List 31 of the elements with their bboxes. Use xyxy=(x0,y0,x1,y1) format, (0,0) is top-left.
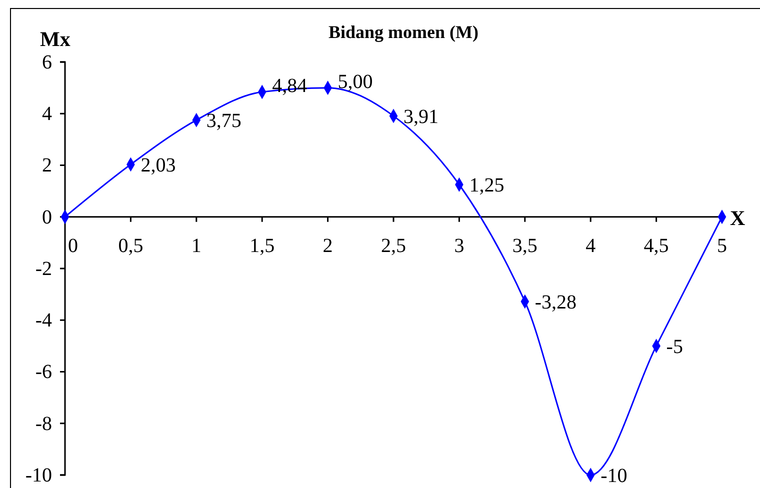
data-label: -10 xyxy=(600,465,628,487)
y-tick-label: 2 xyxy=(42,154,52,177)
y-tick-label: 4 xyxy=(42,103,52,126)
y-tick-label: 6 xyxy=(42,51,52,74)
x-tick-label: 5 xyxy=(717,235,727,258)
x-tick-label: 2 xyxy=(322,235,333,258)
x-tick-label: 4,5 xyxy=(644,235,669,258)
x-tick-label: 3 xyxy=(454,235,464,258)
x-tick-label: 1 xyxy=(191,235,202,258)
data-label: 3,91 xyxy=(404,106,438,128)
y-tick-label: 0 xyxy=(42,206,52,228)
x-tick-label: 3,5 xyxy=(512,235,538,258)
data-label: 3,75 xyxy=(206,110,242,132)
y-tick-label: -8 xyxy=(35,412,52,435)
data-label: -3,28 xyxy=(534,292,577,314)
data-label: 5,00 xyxy=(338,70,373,93)
x-tick-label: 2,5 xyxy=(381,235,406,258)
data-label: -5 xyxy=(666,336,683,358)
x-tick-label: 0,5 xyxy=(118,235,144,258)
y-tick-label: -10 xyxy=(25,464,52,486)
x-tick-label: 4 xyxy=(586,235,596,258)
data-label: 1,25 xyxy=(469,174,504,197)
y-axis-title: Mx xyxy=(40,27,71,51)
chart-title: Bidang momen (M) xyxy=(328,22,478,42)
y-tick-label: -4 xyxy=(35,310,52,332)
x-tick-label: 0 xyxy=(68,235,78,258)
data-label: 2,03 xyxy=(140,154,176,176)
y-tick-label: -2 xyxy=(35,258,52,280)
x-tick-label: 1,5 xyxy=(250,235,275,258)
y-tick-label: -6 xyxy=(35,361,52,384)
x-axis-title: X xyxy=(730,206,746,230)
